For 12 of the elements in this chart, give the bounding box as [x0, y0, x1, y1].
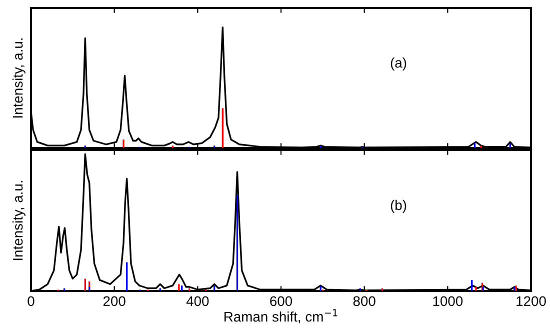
x-tick-label: 400: [186, 296, 209, 306]
y-axis-title: Intensity, a.u.: [12, 180, 26, 260]
y-axis-title: Intensity, a.u.: [12, 38, 26, 118]
x-tick-label: 200: [103, 296, 126, 306]
annotation: (a): [390, 58, 406, 70]
annotation: (b): [390, 200, 406, 213]
x-tick-label: 1200: [516, 296, 546, 306]
x-tick-label: 600: [270, 296, 292, 306]
x-axis-title: Raman shift, cm$^{−1}$: [224, 309, 338, 324]
x-tick-label: 1000: [433, 296, 463, 306]
x-tick-label: 0: [28, 296, 34, 306]
x-tick-label: 800: [353, 296, 376, 306]
